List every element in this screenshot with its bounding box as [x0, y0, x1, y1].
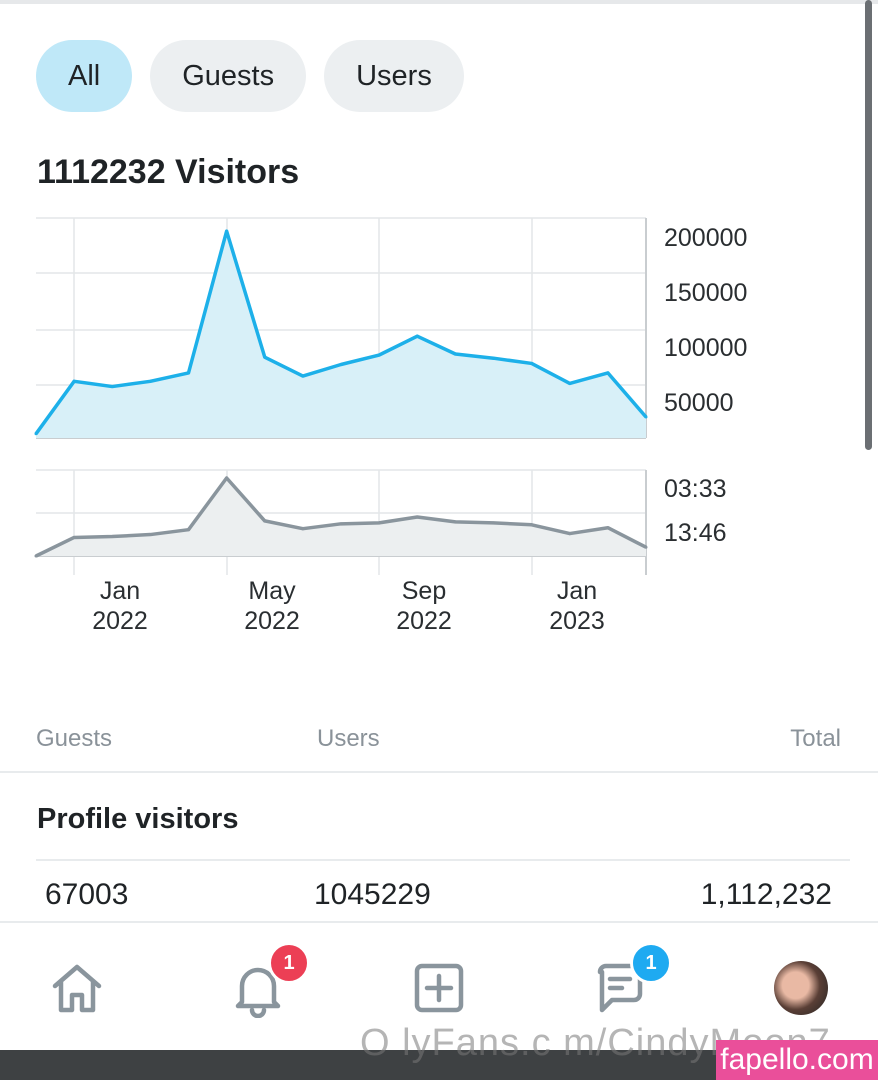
guests-header: Guests — [36, 725, 113, 752]
main-data-point — [644, 415, 648, 419]
main-y-tick-label: 150000 — [664, 279, 747, 307]
main-y-tick-label: 200000 — [664, 224, 747, 252]
total-value: 1,112,232 — [700, 878, 832, 911]
x-tick-year-label: 2022 — [396, 607, 452, 635]
sub-y-tick-label: 03:33 — [664, 475, 727, 503]
main-data-point — [530, 361, 534, 365]
sub-data-point — [263, 519, 267, 523]
main-data-point — [110, 385, 114, 389]
main-data-point — [377, 353, 381, 357]
messages-badge: 1 — [630, 942, 672, 984]
main-data-point — [148, 379, 152, 383]
sub-data-point — [225, 476, 229, 480]
sub-area-fill — [36, 478, 646, 556]
main-data-point — [225, 229, 229, 233]
sub-data-point — [110, 535, 114, 538]
sub-data-point — [606, 526, 610, 530]
sub-data-point — [377, 521, 381, 525]
brand-tag: fapello.com — [716, 1040, 878, 1080]
sub-data-point — [339, 522, 343, 526]
main-data-point — [339, 363, 343, 366]
sub-data-point — [301, 527, 305, 531]
x-tick-month-label: Jan — [557, 577, 597, 605]
filter-tabs: All Guests Users — [36, 40, 464, 112]
users-value: 1045229 — [314, 878, 431, 911]
guests-value: 67003 — [45, 878, 129, 911]
main-data-point — [301, 374, 305, 378]
notifications-button[interactable]: 1 — [226, 942, 310, 1020]
profile-visitors-title: Profile visitors — [37, 803, 239, 835]
main-data-point — [263, 355, 267, 359]
add-square-icon — [414, 963, 464, 1013]
sub-data-point — [530, 523, 534, 527]
main-data-point — [34, 432, 38, 436]
main-y-tick-label: 100000 — [664, 334, 747, 362]
notifications-badge: 1 — [268, 942, 310, 984]
users-header: Users — [317, 725, 380, 752]
summary-divider — [0, 771, 878, 773]
sub-data-point — [415, 515, 419, 519]
avatar — [774, 961, 828, 1015]
x-tick-year-label: 2022 — [244, 607, 300, 635]
home-button[interactable] — [45, 956, 109, 1020]
x-tick-year-label: 2023 — [549, 607, 605, 635]
sub-data-point — [72, 535, 76, 539]
filter-users-button[interactable]: Users — [324, 40, 464, 112]
x-tick-month-label: Jan — [100, 577, 140, 605]
top-divider — [0, 0, 878, 4]
x-tick-month-label: Sep — [402, 577, 446, 605]
x-tick-year-label: 2022 — [92, 607, 148, 635]
scrollbar[interactable] — [865, 0, 872, 450]
sub-y-tick-label: 13:46 — [664, 519, 727, 547]
visitors-chart: 2000001500001000005000003:3313:46Jan2022… — [34, 217, 747, 635]
main-data-point — [606, 371, 610, 375]
filter-guests-button[interactable]: Guests — [150, 40, 307, 112]
sub-data-point — [187, 528, 190, 532]
bell-icon — [235, 967, 281, 1018]
section-divider — [36, 859, 850, 861]
sub-data-point — [644, 545, 648, 549]
filter-all-button[interactable]: All — [36, 40, 133, 112]
bottom-navigation: 1 1 — [0, 926, 878, 1050]
main-y-tick-label: 50000 — [664, 389, 734, 417]
sub-data-point — [34, 554, 38, 558]
total-header: Total — [790, 725, 841, 752]
sub-data-point — [453, 520, 457, 524]
nav-divider — [0, 921, 878, 923]
messages-button[interactable]: 1 — [588, 942, 672, 1020]
sub-data-point — [492, 521, 495, 525]
main-area-fill — [36, 231, 646, 438]
sub-data-point — [568, 532, 572, 536]
new-post-button[interactable] — [407, 956, 471, 1020]
home-icon — [52, 964, 102, 1013]
main-data-point — [415, 334, 419, 338]
main-data-point — [568, 381, 572, 385]
x-tick-month-label: May — [248, 577, 296, 605]
main-data-point — [492, 356, 495, 360]
main-data-point — [72, 379, 76, 383]
sub-data-point — [148, 533, 152, 537]
visitors-count-title: 1112232 Visitors — [37, 153, 300, 191]
main-data-point — [453, 352, 457, 356]
main-data-point — [187, 371, 190, 375]
profile-button[interactable] — [769, 956, 833, 1020]
